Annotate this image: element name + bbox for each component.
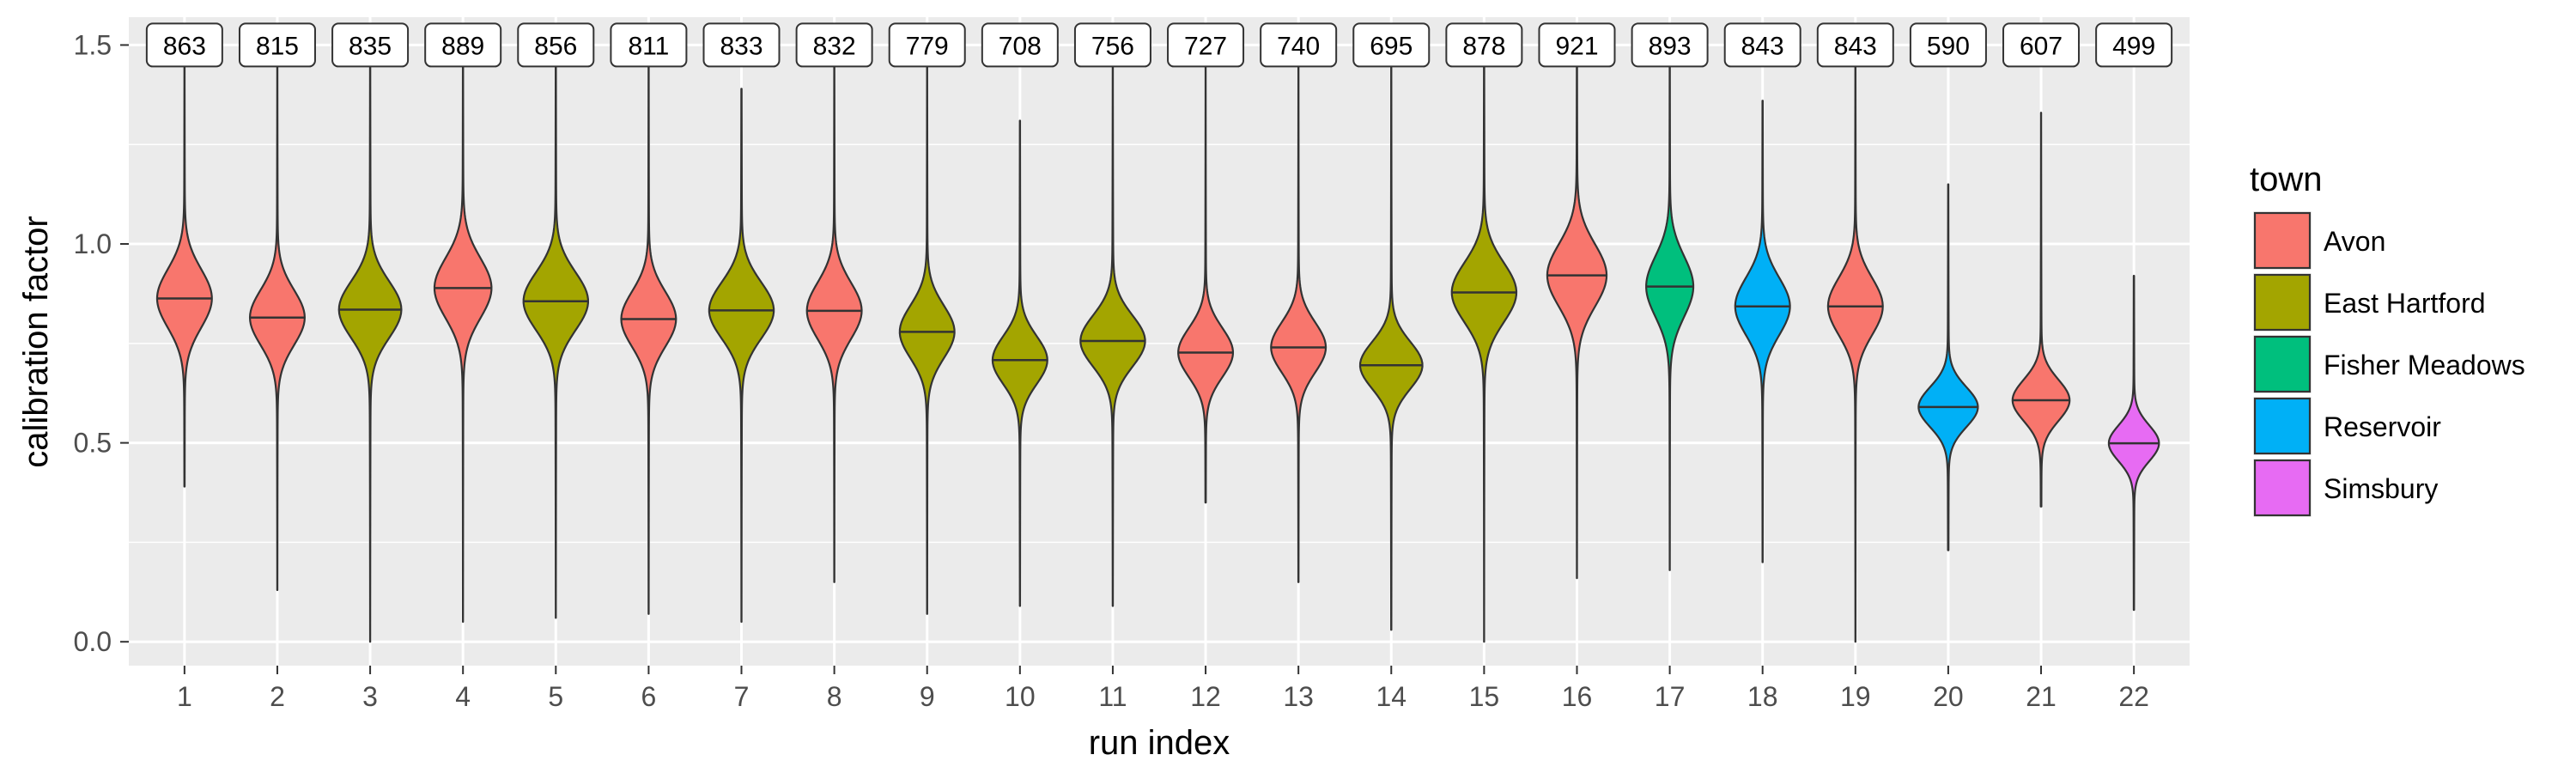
x-tick-label-run-22: 22	[2118, 681, 2149, 712]
count-label-run-5: 856	[534, 32, 577, 60]
legend-title: town	[2250, 161, 2323, 198]
legend-label-fisher-meadows: Fisher Meadows	[2324, 350, 2525, 380]
count-label-run-9: 779	[906, 32, 949, 60]
x-tick-label-run-8: 8	[827, 681, 842, 712]
legend-swatch-fisher-meadows	[2253, 335, 2312, 393]
count-label-run-1: 863	[163, 32, 206, 60]
legend-label-east-hartford: East Hartford	[2324, 288, 2486, 319]
violin-run-18	[1734, 100, 1791, 563]
count-label-box-run-22	[2095, 22, 2173, 68]
legend: town Avon East Hartford Fisher Meadows Rese…	[2250, 161, 2525, 517]
count-label-box-run-20	[1909, 22, 1987, 68]
x-tick-label-run-12: 12	[1190, 681, 1221, 712]
legend-swatch-simsbury	[2253, 459, 2312, 517]
count-label-box-run-17	[1631, 22, 1709, 68]
x-tick-label-run-19: 19	[1840, 681, 1871, 712]
count-label-run-13: 740	[1277, 32, 1320, 60]
count-labels: 863 815 835 889 856 811 833 832 779 708 756 727 740 6…	[145, 22, 2173, 68]
x-tick-label-run-20: 20	[1933, 681, 1964, 712]
count-label-box-run-15	[1445, 22, 1523, 68]
x-tick-label-run-15: 15	[1469, 681, 1500, 712]
count-label-run-8: 832	[813, 32, 856, 60]
count-label-box-run-11	[1073, 22, 1151, 68]
count-label-run-3: 835	[349, 32, 392, 60]
x-tick-label-run-5: 5	[548, 681, 563, 712]
y-tick-label: 1.0	[74, 228, 112, 259]
count-label-run-18: 843	[1741, 32, 1784, 60]
legend-label-avon: Avon	[2324, 226, 2385, 257]
count-label-box-run-4	[424, 22, 502, 68]
count-label-run-2: 815	[256, 32, 299, 60]
legend-label-reservoir: Reservoir	[2324, 411, 2441, 442]
count-label-box-run-1	[145, 22, 223, 68]
count-label-run-15: 878	[1462, 32, 1505, 60]
legend-swatch-east-hartford	[2253, 273, 2312, 332]
x-tick-label-run-17: 17	[1655, 681, 1686, 712]
legend-label-simsbury: Simsbury	[2324, 473, 2438, 504]
count-label-box-run-21	[2002, 22, 2081, 68]
plot-panel	[129, 17, 2190, 666]
x-tick-label-run-7: 7	[734, 681, 750, 712]
count-label-box-run-10	[981, 22, 1059, 68]
x-axis-ticks: 1 2 3 4 5 6 7 8 9 10 11 12 13 14 15 16 17 18 19 20 21 22	[177, 666, 2149, 712]
x-tick-label-run-21: 21	[2026, 681, 2057, 712]
count-label-run-7: 833	[720, 32, 762, 60]
y-axis-ticks: 0.0 0.5 1.0 1.5	[74, 29, 129, 657]
count-label-box-run-18	[1723, 22, 1801, 68]
count-label-run-4: 889	[441, 32, 484, 60]
x-tick-label-run-6: 6	[641, 681, 657, 712]
legend-swatch-avon	[2253, 211, 2312, 270]
count-label-box-run-9	[888, 22, 966, 68]
count-label-run-14: 695	[1370, 32, 1413, 60]
x-tick-label-run-10: 10	[1005, 681, 1036, 712]
y-tick-label: 0.0	[74, 626, 112, 657]
count-label-run-10: 708	[999, 32, 1042, 60]
count-label-box-run-3	[331, 22, 410, 68]
y-tick-label: 1.5	[74, 29, 112, 60]
y-tick-label: 0.5	[74, 428, 112, 459]
count-label-run-22: 499	[2112, 32, 2155, 60]
x-tick-label-run-1: 1	[177, 681, 192, 712]
x-tick-label-run-2: 2	[270, 681, 285, 712]
violin-run-7	[708, 88, 775, 624]
count-label-box-run-12	[1167, 22, 1245, 68]
x-tick-label-run-11: 11	[1098, 681, 1127, 712]
violin-run-10	[991, 119, 1048, 607]
x-tick-label-run-4: 4	[455, 681, 471, 712]
count-label-run-19: 843	[1834, 32, 1877, 60]
violin-run-21	[2011, 112, 2071, 508]
violin-run-20	[1917, 183, 1979, 551]
count-label-box-run-5	[517, 22, 595, 68]
count-label-run-21: 607	[2020, 32, 2063, 60]
count-label-box-run-13	[1260, 22, 1338, 68]
count-label-run-12: 727	[1184, 32, 1227, 60]
count-label-run-20: 590	[1927, 32, 1970, 60]
x-tick-label-run-3: 3	[362, 681, 378, 712]
count-label-box-run-6	[610, 22, 688, 68]
y-axis-title: calibration factor	[17, 216, 55, 467]
count-label-run-6: 811	[628, 32, 669, 60]
count-label-box-run-14	[1352, 22, 1431, 68]
count-label-box-run-16	[1538, 22, 1616, 68]
count-label-box-run-2	[238, 22, 316, 68]
x-axis-title: run index	[1089, 724, 1230, 762]
x-tick-label-run-14: 14	[1376, 681, 1406, 712]
x-tick-label-run-9: 9	[920, 681, 935, 712]
count-label-box-run-8	[795, 22, 873, 68]
count-label-run-11: 756	[1091, 32, 1134, 60]
count-label-run-17: 893	[1649, 32, 1692, 60]
x-tick-label-run-18: 18	[1747, 681, 1778, 712]
count-label-box-run-7	[702, 22, 781, 68]
x-tick-label-run-13: 13	[1283, 681, 1314, 712]
count-label-run-16: 921	[1555, 32, 1598, 60]
legend-swatch-reservoir	[2253, 397, 2312, 455]
x-tick-label-run-16: 16	[1562, 681, 1593, 712]
count-label-box-run-19	[1816, 22, 1894, 68]
